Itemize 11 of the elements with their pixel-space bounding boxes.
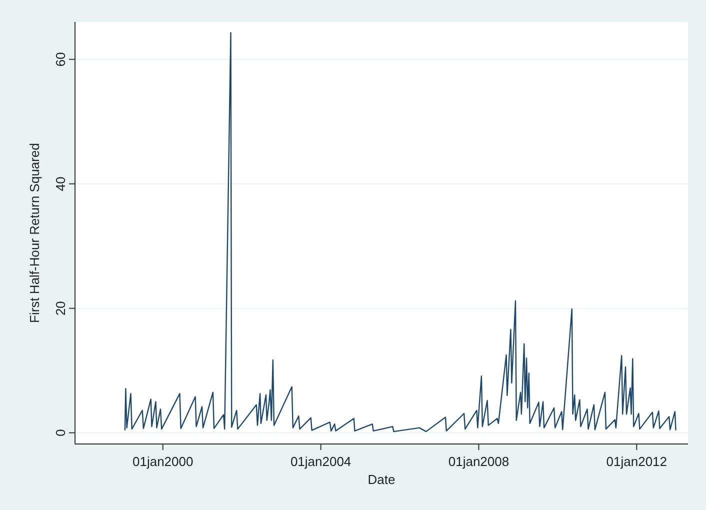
y-tick-label: 60	[53, 52, 68, 67]
x-tick-label: 01jan2012	[606, 454, 668, 469]
y-axis-title: First Half-Hour Return Squared	[27, 143, 42, 323]
line-series	[124, 32, 676, 432]
x-tick-label: 01jan2000	[132, 454, 194, 469]
x-tick-label: 01jan2004	[290, 454, 352, 469]
y-tick-label: 20	[53, 301, 68, 316]
y-tick-label: 40	[53, 176, 68, 192]
y-tick-label: 0	[53, 429, 68, 436]
x-tick-label: 01jan2008	[448, 454, 510, 469]
x-axis-title: Date	[368, 472, 396, 487]
